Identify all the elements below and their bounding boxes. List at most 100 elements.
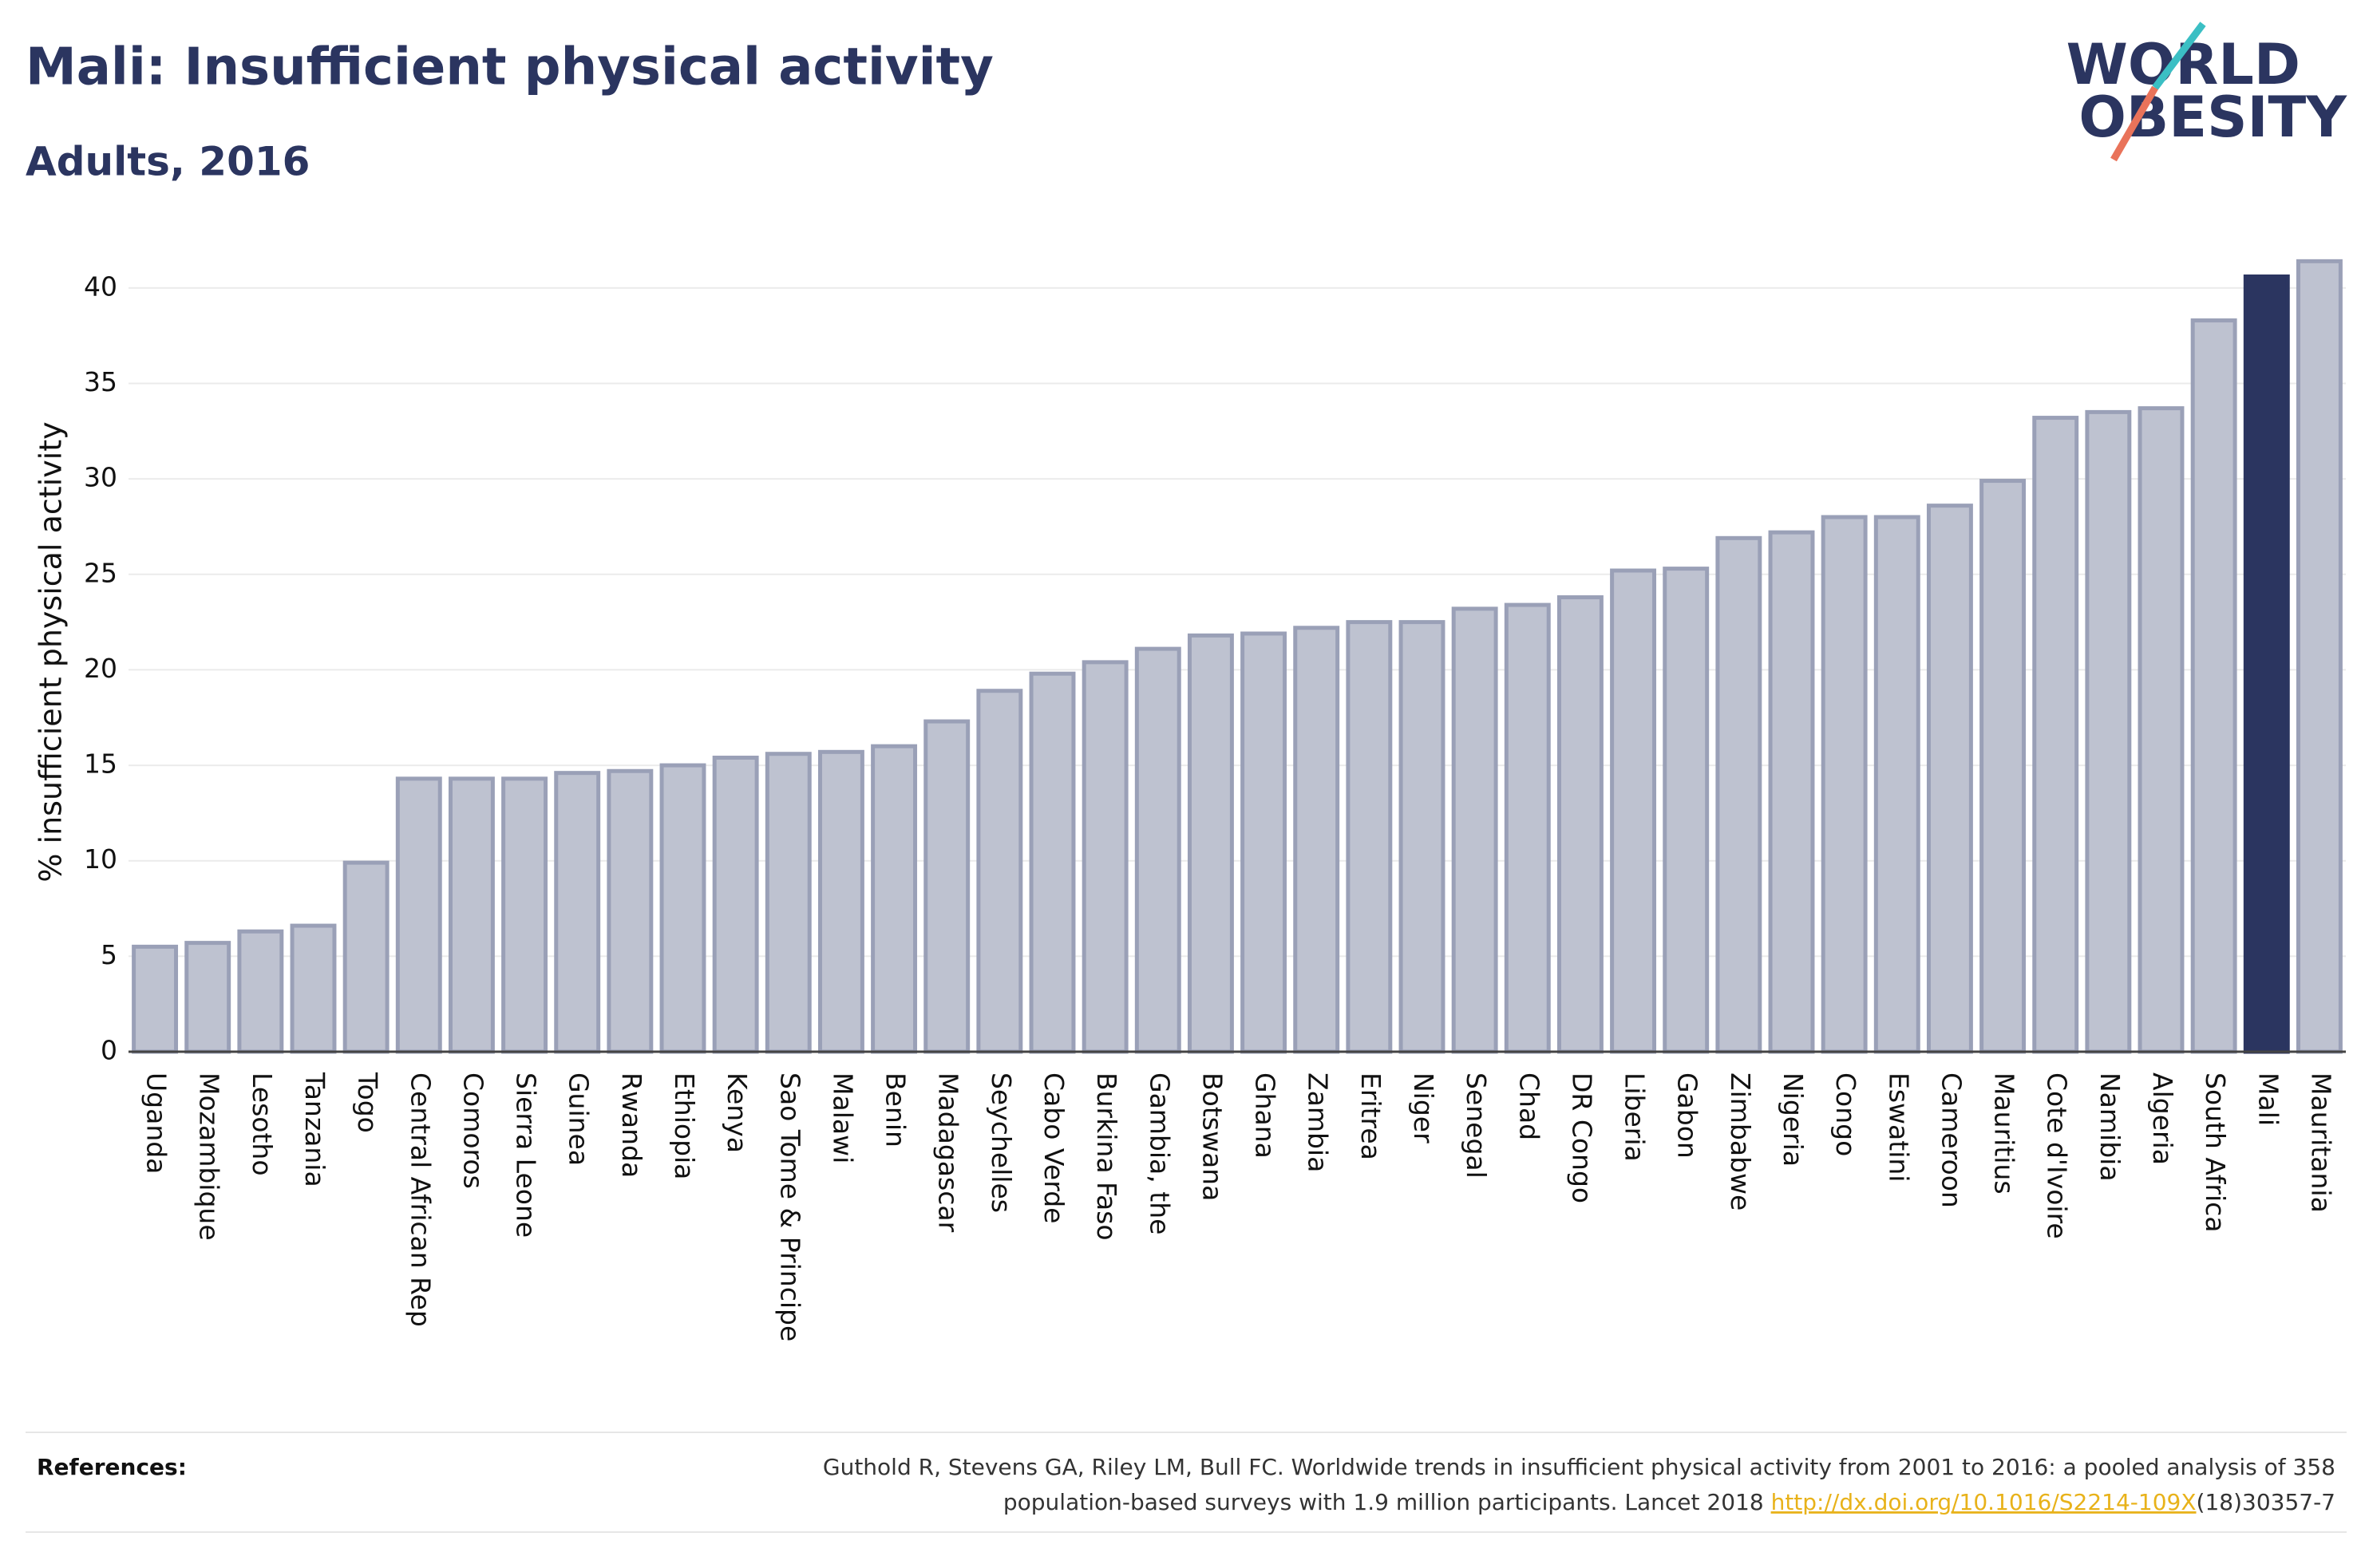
x-tick-label: Central African Rep	[405, 1072, 436, 1327]
reference-text: Guthold R, Stevens GA, Riley LM, Bull FC…	[823, 1454, 2335, 1480]
x-tick-label: Namibia	[2094, 1072, 2126, 1182]
logo-text: OBESITY	[2078, 85, 2347, 150]
reference-text: population-based surveys with 1.9 millio…	[1003, 1489, 1771, 1515]
bar	[1240, 631, 1287, 1054]
x-tick-label: Zimbabwe	[1725, 1072, 1756, 1211]
y-tick-label: 15	[84, 748, 117, 780]
x-tick-label: Mauritius	[1989, 1072, 2020, 1195]
y-tick-label: 20	[84, 653, 117, 684]
bar	[1715, 535, 1762, 1054]
y-axis-label: % insufficient physical activity	[34, 421, 69, 882]
reference-text: population-based surveys with 1.9 millio…	[1003, 1489, 2335, 1515]
y-tick-label: 35	[84, 366, 117, 397]
x-tick-label: Gambia, the	[1144, 1072, 1175, 1234]
x-tick-label: Ethiopia	[669, 1072, 700, 1179]
references-label: References:	[37, 1454, 187, 1480]
chart-title: Mali: Insufficient physical activity	[26, 38, 994, 97]
y-tick-label: 0	[101, 1035, 117, 1066]
reference-text: (18)30357-7	[2197, 1489, 2335, 1515]
bar	[1821, 515, 1868, 1054]
bar	[1873, 515, 1920, 1054]
x-tick-label: Liberia	[1619, 1072, 1651, 1162]
x-tick-label: Madagascar	[933, 1072, 964, 1233]
y-tick-label: 40	[84, 271, 117, 302]
bar	[1293, 626, 1340, 1054]
bar	[2190, 318, 2237, 1054]
bar	[1610, 568, 1657, 1054]
bar	[554, 771, 601, 1054]
x-tick-label: Algeria	[2147, 1072, 2178, 1165]
bar	[2296, 259, 2343, 1054]
x-tick-label: Seychelles	[986, 1072, 1017, 1213]
bar	[132, 944, 179, 1054]
bar	[1979, 479, 2027, 1054]
bar	[765, 752, 812, 1054]
bar	[184, 941, 231, 1054]
x-tick-label: Sierra Leone	[511, 1072, 542, 1238]
bar	[2032, 416, 2079, 1054]
bar	[395, 776, 442, 1054]
x-tick-label: Benin	[880, 1072, 912, 1147]
x-tick-label: Chad	[1513, 1072, 1544, 1140]
x-tick-label: Sao Tome & Principe	[774, 1072, 805, 1341]
x-tick-label: Burkina Faso	[1091, 1072, 1122, 1241]
x-tick-label: South Africa	[2200, 1072, 2231, 1233]
bar	[448, 776, 495, 1054]
x-tick-label: Botswana	[1196, 1072, 1228, 1201]
bar	[1663, 567, 1710, 1054]
x-tick-label: Senegal	[1461, 1072, 1492, 1179]
bar	[1926, 504, 1973, 1054]
x-tick-label: Cabo Verde	[1038, 1072, 1070, 1223]
bar	[237, 929, 284, 1054]
bar	[1082, 660, 1129, 1054]
x-tick-label: Cameroon	[1936, 1072, 1967, 1208]
x-tick-label: Zambia	[1303, 1072, 1334, 1172]
bar	[817, 749, 864, 1054]
bar	[1029, 671, 1076, 1054]
y-tick-label: 10	[84, 843, 117, 875]
bar	[976, 689, 1023, 1054]
x-tick-label: DR Congo	[1566, 1072, 1597, 1203]
x-tick-label: Niger	[1408, 1072, 1439, 1143]
bar	[1398, 620, 1445, 1054]
bar	[1768, 530, 1815, 1054]
bar	[342, 860, 390, 1054]
y-tick-label: 5	[101, 939, 117, 970]
x-tick-label: Lesotho	[247, 1072, 278, 1176]
x-tick-label: Gabon	[1672, 1072, 1703, 1159]
bar	[290, 923, 337, 1054]
bar	[712, 756, 759, 1054]
x-tick-label: Togo	[352, 1072, 383, 1133]
x-tick-label: Eritrea	[1355, 1072, 1386, 1160]
bar	[1451, 606, 1498, 1054]
x-tick-label: Mozambique	[194, 1072, 225, 1241]
x-tick-label: Cote d'Ivoire	[2042, 1072, 2073, 1239]
bar	[1504, 602, 1551, 1054]
reference-link[interactable]: http://dx.doi.org/10.1016/S2214-109X	[1771, 1489, 2197, 1515]
bar	[1346, 620, 1393, 1054]
logo-text: WORLD	[2066, 32, 2300, 97]
bar	[1556, 595, 1604, 1054]
bar	[871, 744, 918, 1054]
bar	[501, 776, 548, 1054]
y-tick-label: 30	[84, 462, 117, 493]
bar	[2138, 406, 2185, 1054]
y-tick-label: 25	[84, 557, 117, 588]
x-tick-label: Nigeria	[1778, 1072, 1809, 1167]
x-tick-label: Ghana	[1250, 1072, 1281, 1159]
x-tick-label: Uganda	[141, 1072, 172, 1174]
bar	[1187, 633, 1234, 1054]
x-tick-label: Rwanda	[616, 1072, 647, 1178]
x-tick-label: Malawi	[827, 1072, 858, 1163]
bar	[659, 763, 706, 1054]
bar	[607, 768, 654, 1054]
x-tick-label: Mali	[2252, 1072, 2284, 1126]
logo-slash	[2152, 22, 2206, 90]
bar	[923, 719, 971, 1054]
bar	[2243, 274, 2290, 1054]
bar	[1134, 646, 1181, 1054]
x-tick-label: Mauritania	[2305, 1072, 2336, 1213]
chart-subtitle: Adults, 2016	[26, 139, 310, 185]
